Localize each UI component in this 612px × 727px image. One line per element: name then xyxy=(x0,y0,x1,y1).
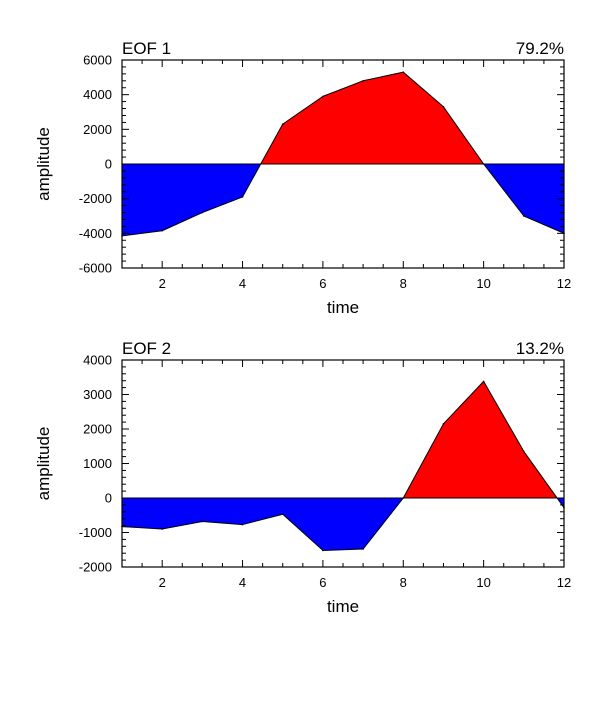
series-line-segment xyxy=(161,212,203,232)
eof-panel-2: 2 4 6 8 10 12 -2000 -1000 0 1000 2000 3000 4000 EOF 2… xyxy=(34,339,571,616)
y-tick-label: -6000 xyxy=(79,261,112,276)
data-point xyxy=(322,95,324,98)
y-tick-label: -4000 xyxy=(79,226,112,241)
series-line-segment xyxy=(523,215,565,234)
positive-area-fill xyxy=(122,381,564,498)
x-axis-title: time xyxy=(327,298,359,317)
x-axis-title: time xyxy=(327,597,359,616)
panel-title: EOF 2 xyxy=(122,339,171,358)
data-point xyxy=(362,548,364,550)
data-point xyxy=(241,196,244,198)
data-point xyxy=(161,229,163,232)
y-tick-label: -1000 xyxy=(79,525,112,540)
data-point xyxy=(523,215,525,217)
data-point xyxy=(201,520,204,523)
y-tick-label: 2000 xyxy=(83,122,112,137)
y-axis-title: amplitude xyxy=(34,127,53,201)
series-line-segment xyxy=(242,123,284,198)
positive-area-fill xyxy=(122,72,564,164)
y-tick-label: 4000 xyxy=(83,87,112,102)
y-tick-label: -2000 xyxy=(79,560,112,575)
series-line-segment xyxy=(443,381,484,425)
percent-label: 79.2% xyxy=(516,39,564,58)
series-line-segment xyxy=(162,520,203,530)
data-point xyxy=(161,528,163,530)
y-tick-label: 3000 xyxy=(83,387,112,402)
series-line-segment xyxy=(483,381,525,452)
y-tick-label: -2000 xyxy=(79,191,112,206)
x-tick-label: 12 xyxy=(557,575,571,590)
panel-title: EOF 1 xyxy=(122,39,171,58)
series-line-segment xyxy=(322,548,364,551)
eof-panel-1: 2 4 6 8 10 12 -6000 -4000 -2000 0 2000 4000 6000 EOF … xyxy=(34,39,571,317)
series-line-segment xyxy=(282,513,324,551)
series-line-segment xyxy=(483,163,525,217)
data-point xyxy=(442,423,445,425)
x-tick-label: 10 xyxy=(476,575,490,590)
data-point xyxy=(362,80,364,82)
series-line-segment xyxy=(322,80,364,97)
x-tick-label: 6 xyxy=(319,276,326,291)
x-tick-label: 2 xyxy=(159,575,166,590)
data-point xyxy=(281,123,284,125)
data-point xyxy=(402,497,405,499)
series-line-segment xyxy=(202,520,243,526)
x-tick-label: 4 xyxy=(239,276,246,291)
series-line-segment xyxy=(121,230,163,237)
y-tick-label: 2000 xyxy=(83,422,112,437)
series-line-segment xyxy=(282,95,324,125)
series-line-segment xyxy=(402,423,444,499)
series-line-segment xyxy=(443,106,485,165)
series-line-segment xyxy=(242,513,283,526)
y-tick-label: 4000 xyxy=(83,353,112,368)
data-point xyxy=(482,380,485,383)
y-axis-title: amplitude xyxy=(34,427,53,501)
y-tick-label: 1000 xyxy=(83,456,112,471)
x-tick-label: 8 xyxy=(400,276,407,291)
series-line-segment xyxy=(362,497,404,550)
x-tick-label: 2 xyxy=(159,276,166,291)
data-point xyxy=(442,106,445,108)
data-point xyxy=(201,211,204,214)
data-point xyxy=(402,71,405,73)
y-tick-label: 6000 xyxy=(83,53,112,68)
data-point xyxy=(281,513,284,516)
data-point xyxy=(241,523,244,526)
data-point xyxy=(322,549,324,552)
series-line-segment xyxy=(402,71,444,108)
x-tick-label: 4 xyxy=(239,575,246,590)
series-line-segment xyxy=(202,196,243,213)
x-tick-label: 10 xyxy=(476,276,490,291)
series-line-segment xyxy=(362,71,404,82)
y-tick-label: 0 xyxy=(105,491,112,506)
percent-label: 13.2% xyxy=(516,339,564,358)
negative-area-fill xyxy=(122,164,564,236)
negative-area-fill xyxy=(122,498,564,551)
x-tick-label: 12 xyxy=(557,276,571,291)
data-point xyxy=(523,450,525,453)
y-tick-label: 0 xyxy=(105,157,112,172)
x-tick-label: 6 xyxy=(319,575,326,590)
series-line-segment xyxy=(121,526,163,530)
data-point xyxy=(482,163,485,165)
x-tick-label: 8 xyxy=(400,575,407,590)
